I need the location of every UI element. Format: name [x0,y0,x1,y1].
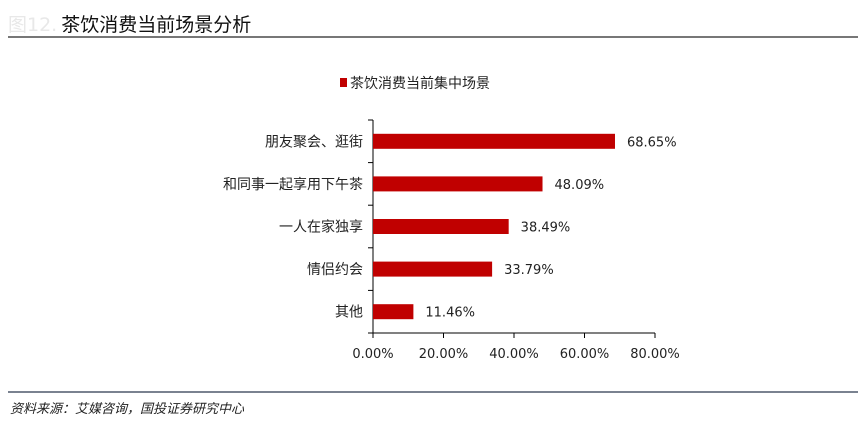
data-label: 33.79% [504,263,554,278]
x-tick-label: 80.00% [630,347,680,362]
data-label: 38.49% [521,221,571,236]
bar [373,261,493,277]
bar [373,304,414,320]
title-divider [8,36,858,38]
category-label: 朋友聚会、逛街 [265,134,363,150]
x-tick-label: 40.00% [489,347,539,362]
x-tick-label: 20.00% [419,347,469,362]
x-tick-label: 60.00% [560,347,610,362]
legend-label: 茶饮消费当前集中场景 [350,75,490,92]
bar [373,219,509,234]
figure-title: 图12. 茶饮消费当前场景分析 [8,10,251,37]
data-label: 68.65% [627,135,677,150]
footer-divider [8,391,858,393]
category-label: 其他 [335,305,363,321]
figure-label: 图12. [8,14,58,36]
source-note: 资料来源：艾媒咨询，国投证券研究中心 [10,402,245,417]
data-label: 48.09% [555,178,605,193]
x-tick-label: 0.00% [352,347,393,362]
category-label: 情侣约会 [307,262,363,278]
category-label: 和同事一起享用下午茶 [223,176,363,193]
legend-swatch [340,78,347,87]
title-text: 茶饮消费当前场景分析 [61,14,252,36]
bar [373,133,615,149]
category-label: 一人在家独享 [279,219,363,236]
bar [373,176,543,192]
data-label: 11.46% [425,306,475,321]
